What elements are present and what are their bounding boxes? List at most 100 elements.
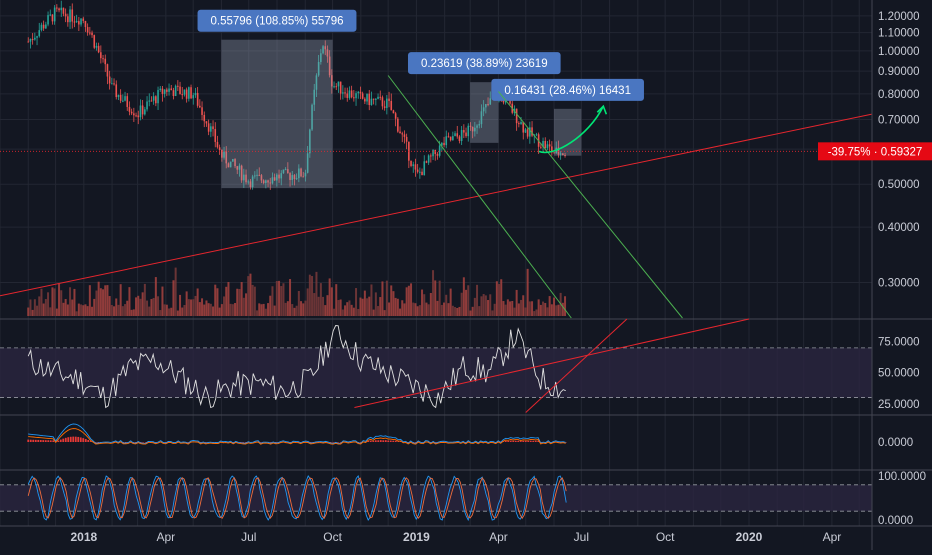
candle-body-1: [29, 38, 32, 42]
volume-bar-134: [322, 296, 325, 316]
candle-body-22: [75, 21, 78, 23]
macd-hist-bar: [44, 440, 47, 442]
volume-bar-119: [289, 279, 292, 316]
candle-body-119: [289, 173, 291, 180]
volume-bar-3: [33, 299, 36, 316]
macd-hist-bar: [94, 442, 97, 443]
macd-hist-bar: [434, 442, 437, 443]
macd-hist-bar: [514, 440, 517, 442]
candle-body-30: [93, 35, 96, 48]
volume-bar-10: [49, 307, 52, 316]
macd-hist-bar: [307, 441, 310, 443]
candle-body-226: [524, 129, 527, 133]
volume-bar-16: [62, 302, 65, 316]
volume-bar-217: [504, 304, 507, 316]
candle-body-43: [122, 100, 124, 102]
candle-body-26: [84, 20, 87, 28]
macd-hist-bar: [29, 439, 32, 442]
candle-body-228: [529, 127, 531, 137]
volume-bar-66: [172, 280, 175, 316]
volume-bar-227: [526, 268, 529, 316]
volume-bar-17: [64, 299, 67, 316]
volume-bar-155: [368, 296, 371, 316]
candle-body-97: [240, 165, 243, 181]
measure-box-0[interactable]: [221, 39, 333, 189]
candle-body-155: [368, 93, 371, 106]
candle-body-33: [100, 52, 102, 59]
candle-body-121: [293, 175, 296, 180]
volume-bar-141: [337, 300, 340, 316]
volume-bar-235: [544, 302, 547, 316]
volume-bar-197: [460, 292, 463, 316]
volume-bar-88: [220, 304, 223, 316]
volume-bar-233: [539, 304, 542, 316]
macd-hist-bar: [39, 440, 42, 442]
volume-bar-73: [187, 299, 190, 316]
price-axis-tick-1: 1.10000: [878, 28, 920, 40]
measure-box-2[interactable]: [553, 108, 582, 156]
green-trendline-1[interactable]: [387, 75, 572, 319]
volume-bar-123: [297, 290, 300, 316]
volume-bar-13: [55, 308, 58, 316]
time-axis-label-5: Apr: [489, 530, 508, 544]
candle-body-159: [377, 96, 379, 99]
macd-hist-bar: [534, 440, 537, 442]
stoch-pane: [0, 475, 872, 522]
macd-hist-bar: [204, 442, 207, 443]
macd-hist-bar: [52, 440, 55, 442]
candle-body-20: [71, 9, 74, 22]
volume-bar-110: [269, 295, 272, 316]
macd-hist-bar: [332, 442, 335, 443]
volume-bar-131: [315, 271, 318, 316]
candle-body-160: [379, 96, 382, 98]
candle-body-65: [170, 88, 173, 91]
projection-arrow[interactable]: [538, 105, 605, 154]
candle-body-143: [342, 92, 344, 94]
red-trendline[interactable]: [0, 113, 873, 297]
macd-hist-bar: [79, 437, 82, 442]
volume-bar-114: [278, 280, 281, 316]
volume-bar-91: [227, 282, 230, 316]
rsi-trendline-2[interactable]: [525, 318, 628, 413]
candle-body-103: [254, 175, 256, 177]
volume-bar-107: [262, 303, 265, 316]
candle-body-76: [194, 92, 197, 96]
measure-label-bg-0: [197, 9, 357, 32]
volume-bar-244: [564, 296, 567, 316]
candle-body-104: [256, 174, 258, 176]
volume-bar-190: [445, 294, 448, 316]
rsi-axis-tick-2: 25.0000: [878, 399, 920, 411]
macd-hist-bar: [74, 436, 77, 442]
macd-hist-bar: [62, 438, 65, 442]
candle-body-107: [262, 180, 265, 183]
candle-body-185: [434, 149, 437, 154]
macd-hist-bar: [242, 442, 245, 443]
volume-bar-204: [476, 284, 479, 316]
macd-hist-bar: [302, 441, 305, 443]
volume-bar-29: [91, 306, 94, 316]
candle-body-157: [372, 98, 375, 100]
candle-body-238: [551, 146, 553, 153]
candle-body-158: [375, 98, 377, 100]
rsi-trendline-1[interactable]: [354, 318, 750, 409]
candle-body-25: [82, 18, 85, 21]
volume-bar-200: [467, 285, 470, 316]
volume-bar-94: [234, 303, 237, 316]
macd-hist-bar: [82, 438, 85, 442]
candle-body-127: [306, 153, 309, 173]
candle-body-141: [337, 81, 340, 87]
volume-bar-117: [284, 302, 287, 316]
volume-bar-87: [218, 307, 221, 316]
green-trendline-2[interactable]: [498, 91, 683, 319]
candle-body-100: [247, 181, 250, 183]
time-axis-label-3: Oct: [323, 530, 342, 544]
volume-bar-41: [117, 304, 120, 316]
macd-hist-bar: [187, 442, 190, 443]
volume-bar-159: [377, 306, 380, 316]
macd-hist-bar: [392, 440, 395, 442]
volume-bar-171: [403, 303, 406, 316]
volume-bar-93: [231, 304, 234, 316]
candle-body-244: [564, 154, 566, 156]
